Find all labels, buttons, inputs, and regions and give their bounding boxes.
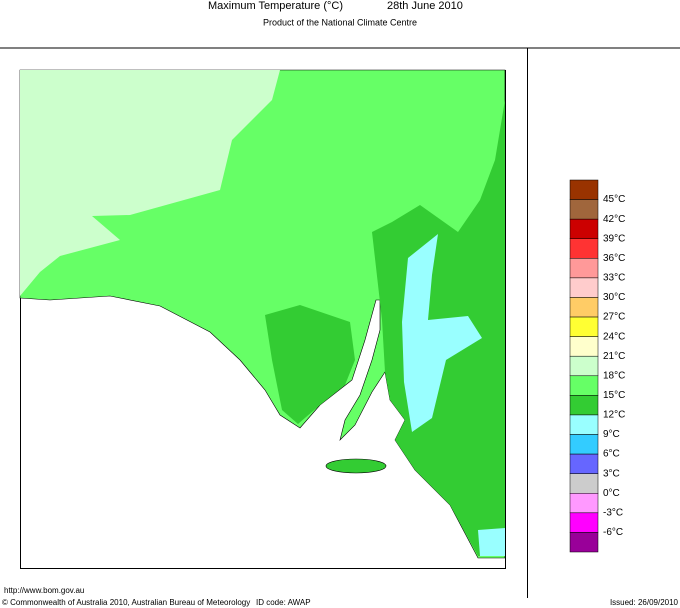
legend-label: 45°C <box>603 194 625 205</box>
legend-label: -6°C <box>603 527 623 538</box>
footer-url: http://www.bom.gov.au <box>4 586 84 595</box>
legend-swatch <box>569 336 599 357</box>
legend-swatch <box>569 434 599 455</box>
zone-21 <box>20 70 280 296</box>
legend-label: 21°C <box>603 351 625 362</box>
zone-15 <box>265 305 355 424</box>
legend-swatch <box>569 218 599 239</box>
footer-id: ID code: AWAP <box>256 598 311 607</box>
legend-swatch <box>569 258 599 279</box>
legend-label: 0°C <box>603 488 620 499</box>
legend-label: 30°C <box>603 292 625 303</box>
legend-swatch <box>569 277 599 298</box>
footer-issued: Issued: 26/09/2010 <box>610 598 679 607</box>
legend-label: 42°C <box>603 214 625 225</box>
map-title: Maximum Temperature (°C) <box>208 0 343 12</box>
legend-label: 27°C <box>603 312 625 323</box>
legend-label: 33°C <box>603 273 625 284</box>
legend-label: 39°C <box>603 233 625 244</box>
legend-swatch <box>569 414 599 435</box>
legend-swatch <box>569 238 599 259</box>
legend-swatch <box>569 355 599 377</box>
legend-label: -3°C <box>603 507 623 518</box>
legend-swatch <box>569 512 599 533</box>
footer-copyright: © Commonwealth of Australia 2010, Austra… <box>2 598 250 607</box>
legend-swatch <box>569 199 599 220</box>
zone-12 <box>478 528 505 556</box>
legend-label: 18°C <box>603 370 625 381</box>
map-date: 28th June 2010 <box>387 0 463 12</box>
legend-swatch <box>569 493 599 514</box>
legend-swatch <box>569 532 599 553</box>
map <box>19 69 506 569</box>
legend-label: 9°C <box>603 429 620 440</box>
legend-swatch <box>569 375 599 396</box>
legend-label: 36°C <box>603 253 625 264</box>
legend-swatch <box>569 316 599 337</box>
zone-12 <box>402 234 482 432</box>
legend-swatch <box>569 179 599 200</box>
legend-label: 12°C <box>603 410 625 421</box>
legend-label: 24°C <box>603 331 625 342</box>
legend-swatch <box>569 297 599 318</box>
legend-swatch <box>569 473 599 494</box>
island <box>325 458 387 474</box>
legend: 45°C 42°C 39°C 36°C 33°C 30°C 27°C 24°C 21°C 18°C… <box>569 179 625 553</box>
legend-label: 3°C <box>603 468 620 479</box>
legend-swatch <box>569 453 599 474</box>
map-subtitle: Product of the National Climate Centre <box>263 17 417 27</box>
legend-label: 15°C <box>603 390 625 401</box>
legend-label: 6°C <box>603 449 620 460</box>
legend-swatch <box>569 395 599 416</box>
